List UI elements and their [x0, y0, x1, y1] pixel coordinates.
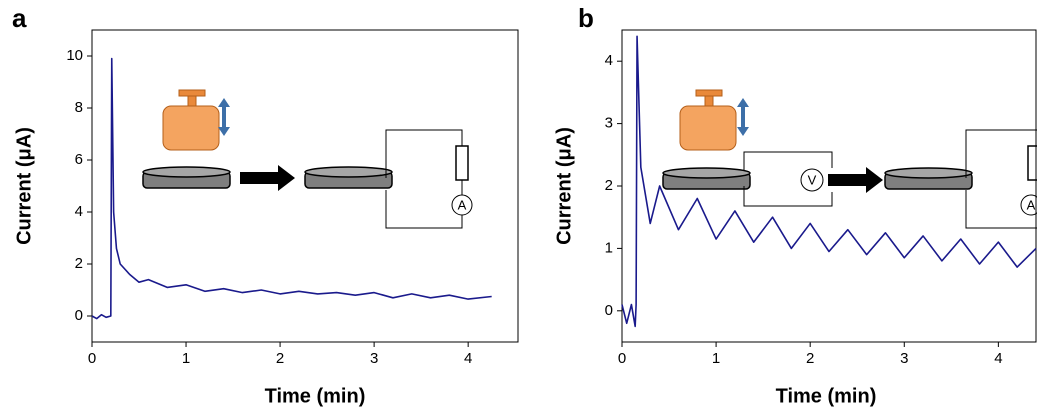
- x-axis-label: Time (min): [265, 385, 366, 407]
- x-tick-label: 3: [900, 350, 908, 367]
- x-tick-label: 1: [182, 350, 190, 367]
- x-tick-label: 0: [88, 350, 96, 367]
- y-tick-label: 0: [605, 302, 613, 319]
- x-tick-label: 4: [464, 350, 472, 367]
- data-line: [621, 35, 1037, 328]
- y-tick-label: 3: [605, 115, 613, 132]
- y-axis-label: Current (μA): [553, 127, 575, 245]
- y-tick-label: 8: [75, 99, 83, 116]
- y-tick-label: 2: [605, 177, 613, 194]
- data-line: [91, 57, 492, 320]
- x-tick-label: 4: [994, 350, 1002, 367]
- panel-label: b: [578, 3, 594, 33]
- y-tick-label: 0: [75, 307, 83, 324]
- plot-frame: [91, 29, 519, 343]
- inset-a: [142, 89, 473, 229]
- meter-symbol: A: [1027, 197, 1036, 212]
- meter-symbol: V: [808, 172, 817, 187]
- meter-symbol: A: [458, 197, 467, 212]
- x-tick-label: 3: [370, 350, 378, 367]
- y-tick-label: 2: [75, 255, 83, 272]
- y-tick-label: 4: [605, 52, 613, 69]
- x-tick-label: 1: [712, 350, 720, 367]
- x-axis-label: Time (min): [776, 385, 877, 407]
- x-tick-label: 2: [806, 350, 814, 367]
- panel-label: a: [12, 3, 27, 33]
- y-tick-label: 10: [66, 47, 83, 64]
- y-tick-label: 6: [75, 151, 83, 168]
- y-axis-label: Current (μA): [13, 127, 35, 245]
- x-tick-label: 0: [618, 350, 626, 367]
- y-tick-label: 4: [75, 203, 83, 220]
- inset-b: [662, 89, 1037, 229]
- y-tick-label: 1: [605, 239, 613, 256]
- x-tick-label: 2: [276, 350, 284, 367]
